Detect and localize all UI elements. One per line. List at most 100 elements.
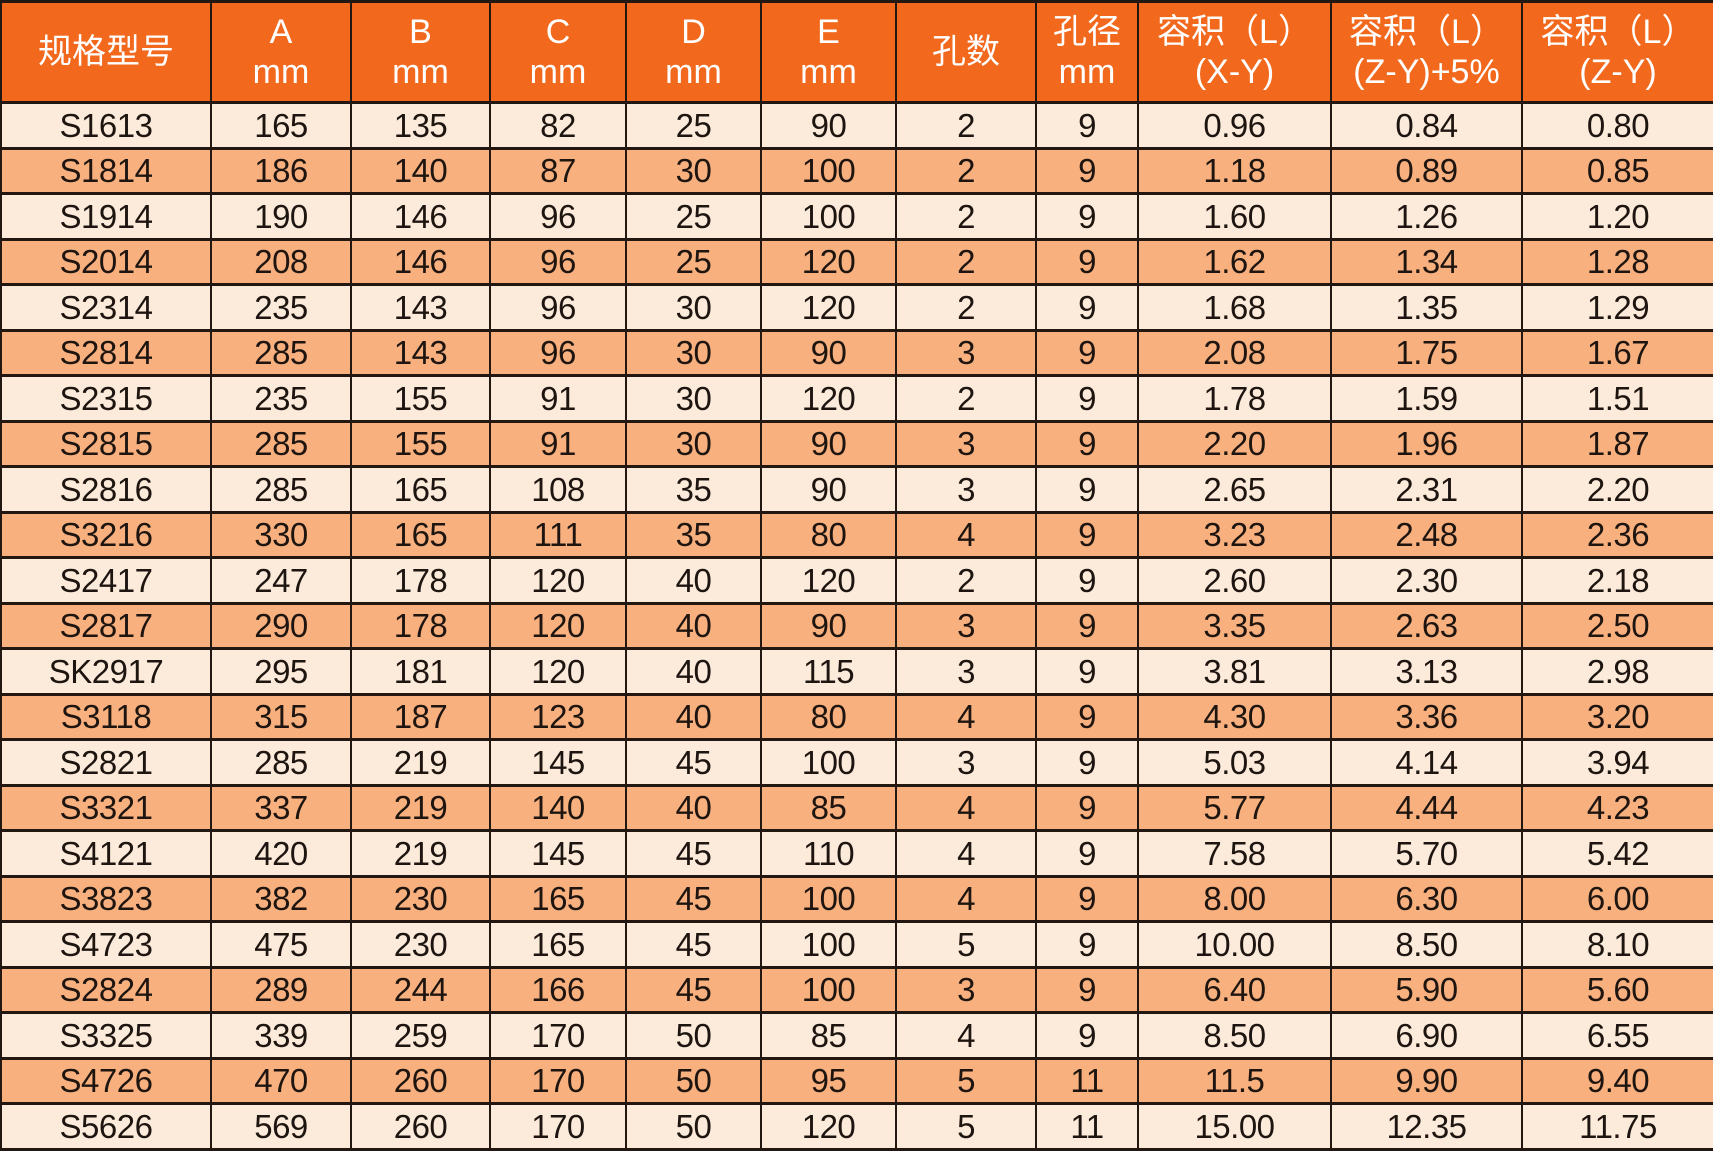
value-cell: 143 [350,328,491,377]
value-cell: 96 [489,328,627,377]
table-row-S2814: S2814 285 143 96 30 90 3 9 2.08 1.75 1.67 [0,328,1713,377]
table-row-S2315: S2315 235 155 91 30 120 2 9 1.78 1.59 1.51 [0,374,1713,423]
value-cell: 143 [350,283,491,332]
model-cell: S3321 [0,783,212,832]
header-line: 容积（L） [1157,12,1312,51]
value-cell: 2.18 [1521,556,1713,605]
value-cell: 5 [895,1102,1037,1151]
value-cell: 165 [210,101,352,150]
value-cell: 120 [489,601,627,650]
model-cell: S2816 [0,465,212,514]
value-cell: 339 [210,1011,352,1060]
value-cell: 244 [350,965,491,1014]
header-line: mm [800,53,857,91]
value-cell: 145 [489,829,627,878]
header-line: mm [1058,53,1116,91]
value-cell: 50 [625,1056,762,1105]
model-cell: S2314 [0,283,212,332]
value-cell: 1.60 [1137,192,1332,241]
value-cell: 9 [1035,601,1139,650]
value-cell: 6.30 [1330,874,1523,923]
value-cell: 2 [895,283,1037,332]
value-cell: 2.20 [1137,419,1332,468]
value-cell: 45 [625,965,762,1014]
value-cell: 50 [625,1102,762,1151]
model-cell: S5626 [0,1102,212,1151]
value-cell: 2.48 [1330,510,1523,559]
value-cell: 30 [625,283,762,332]
value-cell: 11 [1035,1056,1139,1105]
header-line: mm [392,53,449,91]
table-row-S2815: S2815 285 155 91 30 90 3 9 2.20 1.96 1.87 [0,419,1713,468]
value-cell: 2.31 [1330,465,1523,514]
value-cell: 178 [350,556,491,605]
value-cell: 170 [489,1056,627,1105]
value-cell: 187 [350,692,491,741]
value-cell: 2.60 [1137,556,1332,605]
value-cell: 9 [1035,237,1139,286]
value-cell: 9 [1035,874,1139,923]
value-cell: 91 [489,374,627,423]
value-cell: 2.36 [1521,510,1713,559]
header-line: B [409,12,432,51]
header-line: mm [252,53,310,91]
value-cell: 475 [210,920,352,969]
header-cell-model: 规格型号 [0,0,212,104]
value-cell: 2 [895,101,1037,150]
value-cell: 2 [895,556,1037,605]
model-cell: S3216 [0,510,212,559]
table-row-S3118: S3118 315 187 123 40 80 4 9 4.30 3.36 3.20 [0,692,1713,741]
model-cell: S4723 [0,920,212,969]
value-cell: 9 [1035,328,1139,377]
model-cell: S1814 [0,146,212,195]
value-cell: 80 [760,510,897,559]
value-cell: 100 [760,146,897,195]
model-cell: S2824 [0,965,212,1014]
value-cell: 1.59 [1330,374,1523,423]
header-line: (X-Y) [1194,53,1275,91]
value-cell: 1.78 [1137,374,1332,423]
value-cell: 10.00 [1137,920,1332,969]
value-cell: 9 [1035,146,1139,195]
value-cell: 25 [625,192,762,241]
value-cell: 9 [1035,1011,1139,1060]
model-cell: S2315 [0,374,212,423]
value-cell: 90 [760,419,897,468]
value-cell: 259 [350,1011,491,1060]
value-cell: 45 [625,920,762,969]
value-cell: 219 [350,783,491,832]
value-cell: 2 [895,146,1037,195]
table-row-S3216: S3216 330 165 111 35 80 4 9 3.23 2.48 2.36 [0,510,1713,559]
model-cell: S2821 [0,738,212,787]
value-cell: 178 [350,601,491,650]
value-cell: 330 [210,510,352,559]
value-cell: 8.50 [1330,920,1523,969]
value-cell: 120 [760,1102,897,1151]
value-cell: 1.18 [1137,146,1332,195]
value-cell: 219 [350,829,491,878]
value-cell: 1.28 [1521,237,1713,286]
table-row-S3823: S3823 382 230 165 45 100 4 9 8.00 6.30 6.00 [0,874,1713,923]
value-cell: 186 [210,146,352,195]
value-cell: 235 [210,374,352,423]
value-cell: 35 [625,510,762,559]
value-cell: 285 [210,738,352,787]
model-cell: S1914 [0,192,212,241]
value-cell: 166 [489,965,627,1014]
value-cell: 4 [895,783,1037,832]
value-cell: 0.84 [1330,101,1523,150]
value-cell: 3.94 [1521,738,1713,787]
table-row-S4726: S4726 470 260 170 50 95 5 11 11.5 9.90 9.40 [0,1056,1713,1105]
value-cell: 8.50 [1137,1011,1332,1060]
value-cell: 9.90 [1330,1056,1523,1105]
value-cell: 100 [760,920,897,969]
value-cell: 96 [489,237,627,286]
value-cell: 382 [210,874,352,923]
value-cell: 155 [350,374,491,423]
value-cell: 4 [895,510,1037,559]
value-cell: 45 [625,738,762,787]
value-cell: 3 [895,601,1037,650]
value-cell: 91 [489,419,627,468]
